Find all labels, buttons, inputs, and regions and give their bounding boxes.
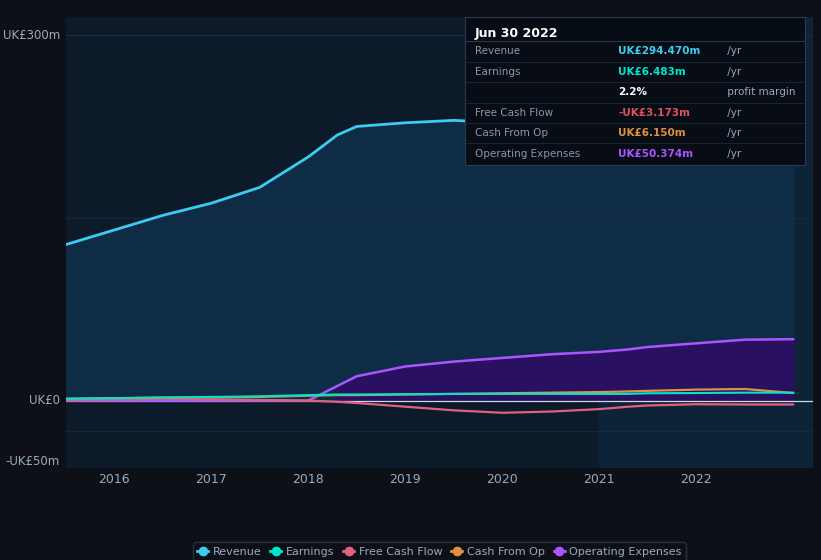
Text: /yr: /yr	[723, 148, 741, 158]
Text: Earnings: Earnings	[475, 67, 521, 77]
Text: UK£50.374m: UK£50.374m	[618, 148, 693, 158]
Text: /yr: /yr	[723, 67, 741, 77]
Legend: Revenue, Earnings, Free Cash Flow, Cash From Op, Operating Expenses: Revenue, Earnings, Free Cash Flow, Cash …	[193, 542, 686, 560]
Text: UK£6.150m: UK£6.150m	[618, 128, 686, 138]
Text: /yr: /yr	[723, 46, 741, 57]
Text: Jun 30 2022: Jun 30 2022	[475, 27, 558, 40]
Text: 2.2%: 2.2%	[618, 87, 647, 97]
Text: Free Cash Flow: Free Cash Flow	[475, 108, 553, 118]
Text: /yr: /yr	[723, 128, 741, 138]
Text: profit margin: profit margin	[723, 87, 795, 97]
Bar	[599, 17, 813, 468]
Text: Operating Expenses: Operating Expenses	[475, 148, 580, 158]
Text: Cash From Op: Cash From Op	[475, 128, 548, 138]
Text: -UK£3.173m: -UK£3.173m	[618, 108, 690, 118]
Text: UK£6.483m: UK£6.483m	[618, 67, 686, 77]
Text: UK£294.470m: UK£294.470m	[618, 46, 700, 57]
Text: Revenue: Revenue	[475, 46, 520, 57]
Text: /yr: /yr	[723, 108, 741, 118]
